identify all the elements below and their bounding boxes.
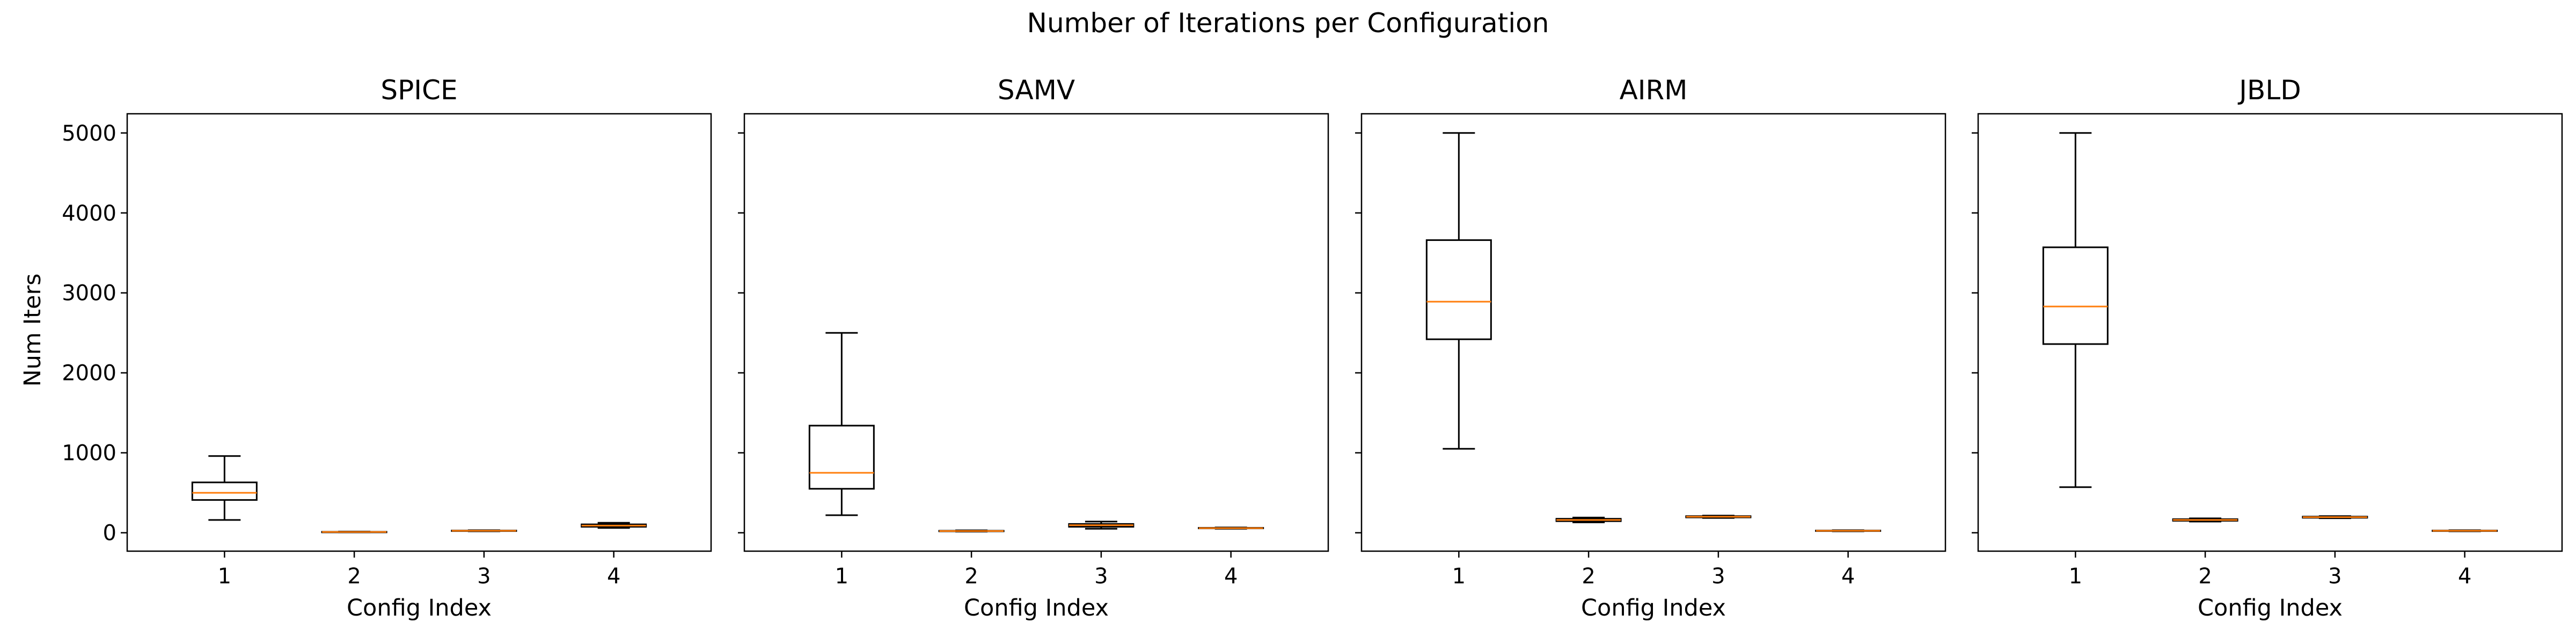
y-tick-label: 1000: [62, 441, 116, 466]
box-4: [2432, 529, 2498, 532]
panel-title: AIRM: [1620, 75, 1688, 106]
x-tick-label: 3: [1094, 564, 1108, 589]
box-2: [1555, 516, 1622, 523]
box-3: [2302, 515, 2368, 519]
x-tick-label: 2: [964, 564, 978, 589]
box-2: [2172, 517, 2238, 523]
x-tick-label: 1: [835, 564, 848, 589]
panel-samv: SAMV Config Index 1 2 3 4: [738, 75, 1329, 621]
x-tick-label: 4: [2458, 564, 2471, 589]
box-4: [1815, 529, 1882, 532]
x-axis-label: Config Index: [2198, 595, 2343, 621]
box-3: [1685, 515, 1752, 519]
x-tick-label: 3: [477, 564, 491, 589]
panel-title: SAMV: [998, 75, 1075, 106]
box-1: [191, 455, 258, 521]
x-tick-label: 4: [607, 564, 620, 589]
y-tick-label: 0: [103, 521, 116, 546]
panel-frame: [743, 113, 1329, 552]
x-tick-label: 2: [1582, 564, 1595, 589]
x-tick-label: 2: [2198, 564, 2212, 589]
y-tick-label: 4000: [62, 201, 116, 226]
box-4: [581, 522, 647, 529]
x-tick-label: 2: [347, 564, 361, 589]
panel-frame: [1360, 113, 1946, 552]
x-axis-label: Config Index: [964, 595, 1109, 621]
x-tick-label: 3: [2328, 564, 2341, 589]
box-3: [451, 529, 517, 532]
box-4: [1198, 526, 1264, 530]
figure-title: Number of Iterations per Configuration: [1027, 8, 1549, 39]
box-1: [2042, 132, 2109, 488]
panel-frame: [1977, 113, 2563, 552]
box-3: [1068, 521, 1135, 530]
iqr-box: [808, 425, 875, 490]
x-axis-label: Config Index: [1581, 595, 1726, 621]
panel-frame: [126, 113, 712, 552]
panel-title: SPICE: [380, 75, 457, 106]
y-tick-label: 2000: [62, 361, 116, 386]
x-tick-label: 4: [1841, 564, 1855, 589]
box-2: [938, 529, 1005, 532]
y-tick-label: 5000: [62, 121, 116, 146]
chart-panels: SPICE Config Index 0 1000 2000 3000 4000 5000 1 2…: [62, 75, 2563, 621]
x-axis-label: Config Index: [347, 595, 492, 621]
x-tick-label: 1: [218, 564, 231, 589]
y-axis-label: Num Iters: [19, 273, 46, 386]
x-tick-label: 4: [1224, 564, 1238, 589]
box-2: [321, 530, 387, 533]
panel-title: JBLD: [2237, 75, 2301, 106]
panel-spice: SPICE Config Index 0 1000 2000 3000 4000 5000 1 2…: [62, 75, 712, 621]
box-1: [808, 332, 875, 516]
y-tick-label: 3000: [62, 281, 116, 306]
x-tick-label: 1: [1452, 564, 1466, 589]
iqr-box: [191, 481, 258, 501]
iqr-box: [2042, 246, 2109, 345]
x-tick-label: 1: [2069, 564, 2082, 589]
x-tick-label: 3: [1711, 564, 1725, 589]
iqr-box: [1425, 239, 1492, 340]
box-1: [1425, 132, 1492, 450]
panel-airm: AIRM Config Index 1 2 3 4: [1355, 75, 1946, 621]
panel-jbld: JBLD Config Index 1 2 3 4: [1972, 75, 2563, 621]
